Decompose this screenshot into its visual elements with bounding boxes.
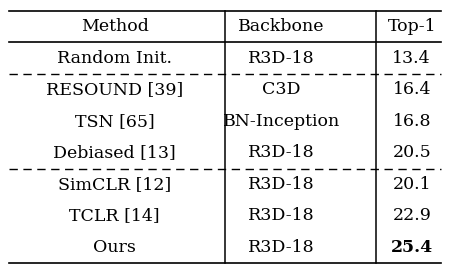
Text: C3D: C3D [262, 81, 301, 98]
Text: Top-1: Top-1 [387, 18, 436, 35]
Text: 16.4: 16.4 [392, 81, 431, 98]
Text: Method: Method [81, 18, 148, 35]
Text: Debiased [13]: Debiased [13] [54, 144, 176, 161]
Text: Random Init.: Random Init. [57, 50, 172, 67]
Text: 22.9: 22.9 [392, 207, 431, 224]
Text: Backbone: Backbone [238, 18, 324, 35]
Text: TCLR [14]: TCLR [14] [69, 207, 160, 224]
Text: 25.4: 25.4 [391, 239, 433, 256]
Text: SimCLR [12]: SimCLR [12] [58, 176, 171, 193]
Text: RESOUND [39]: RESOUND [39] [46, 81, 184, 98]
Text: TSN [65]: TSN [65] [75, 113, 155, 130]
Text: 20.5: 20.5 [392, 144, 431, 161]
Text: 20.1: 20.1 [392, 176, 431, 193]
Text: 16.8: 16.8 [392, 113, 431, 130]
Text: R3D-18: R3D-18 [248, 207, 315, 224]
Text: R3D-18: R3D-18 [248, 144, 315, 161]
Text: R3D-18: R3D-18 [248, 176, 315, 193]
Text: R3D-18: R3D-18 [248, 239, 315, 256]
Text: Ours: Ours [93, 239, 136, 256]
Text: BN-Inception: BN-Inception [223, 113, 340, 130]
Text: R3D-18: R3D-18 [248, 50, 315, 67]
Text: 13.4: 13.4 [392, 50, 431, 67]
